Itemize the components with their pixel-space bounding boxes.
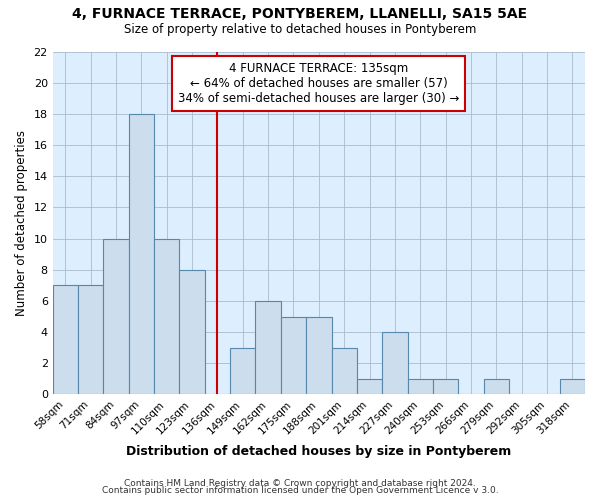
Bar <box>53 286 78 395</box>
Bar <box>332 348 357 395</box>
Bar <box>382 332 407 394</box>
Bar <box>560 379 585 394</box>
Bar <box>179 270 205 394</box>
Bar <box>154 238 179 394</box>
Text: 4, FURNACE TERRACE, PONTYBEREM, LLANELLI, SA15 5AE: 4, FURNACE TERRACE, PONTYBEREM, LLANELLI… <box>73 8 527 22</box>
Bar <box>407 379 433 394</box>
Y-axis label: Number of detached properties: Number of detached properties <box>15 130 28 316</box>
Bar <box>484 379 509 394</box>
Bar <box>78 286 103 395</box>
Bar <box>103 238 129 394</box>
X-axis label: Distribution of detached houses by size in Pontyberem: Distribution of detached houses by size … <box>126 444 511 458</box>
Text: 4 FURNACE TERRACE: 135sqm
← 64% of detached houses are smaller (57)
34% of semi-: 4 FURNACE TERRACE: 135sqm ← 64% of detac… <box>178 62 460 105</box>
Text: Size of property relative to detached houses in Pontyberem: Size of property relative to detached ho… <box>124 22 476 36</box>
Bar <box>230 348 256 395</box>
Bar <box>129 114 154 394</box>
Bar <box>357 379 382 394</box>
Text: Contains public sector information licensed under the Open Government Licence v : Contains public sector information licen… <box>101 486 499 495</box>
Bar <box>433 379 458 394</box>
Text: Contains HM Land Registry data © Crown copyright and database right 2024.: Contains HM Land Registry data © Crown c… <box>124 478 476 488</box>
Bar <box>256 301 281 394</box>
Bar <box>281 316 306 394</box>
Bar <box>306 316 332 394</box>
